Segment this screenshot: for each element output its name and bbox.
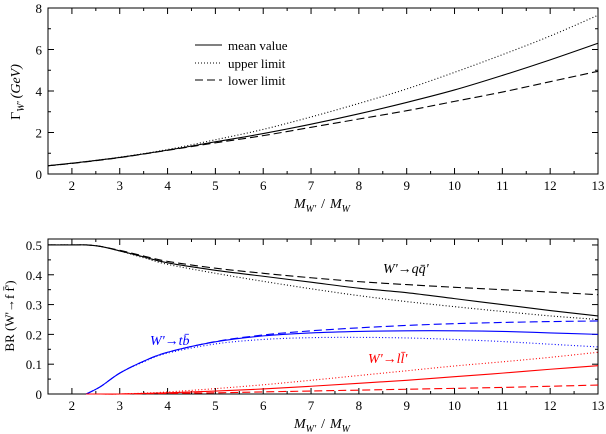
series-line-qq-lower <box>48 244 599 321</box>
x-tick-label: 10 <box>448 398 461 413</box>
top-ylabel-gamma: Γ <box>9 112 24 120</box>
x-tick-label: 7 <box>308 178 315 193</box>
x-tick-label: 5 <box>212 178 219 193</box>
y-tick-label: 0 <box>36 167 43 182</box>
series-line-lower-limit <box>47 70 599 167</box>
bottom-plot-frame <box>47 238 599 395</box>
bottom-ticks: 2 3 4 5 6 7 8 9 10 11 12 13 0 0.1 0.2 0.3 0.4 0.5 <box>26 238 605 413</box>
x-tick-label: 3 <box>116 398 123 413</box>
top-xlabel-m1: M <box>293 197 307 212</box>
top-ylabel-unit: (GeV) <box>9 64 24 99</box>
y-tick-label: 0.2 <box>26 327 42 342</box>
bottom-xlabel-m1: M <box>293 417 307 432</box>
x-tick-label: 10 <box>448 178 461 193</box>
series-line-qq-upper <box>48 244 599 296</box>
bottom-xlabel-sub1: W' <box>306 424 317 434</box>
x-tick-label: 11 <box>496 178 509 193</box>
x-tick-label: 13 <box>592 178 605 193</box>
x-tick-label: 2 <box>69 398 76 413</box>
series-line-ll-lower <box>86 384 599 395</box>
bottom-xlabel-sub2: W <box>342 424 352 434</box>
series-line-tb-lower <box>86 336 599 395</box>
top-xlabel-sub2: W <box>342 204 352 215</box>
x-tick-label: 3 <box>116 178 123 193</box>
y-tick-label: 0 <box>36 387 43 402</box>
top-xlabel-m2: M <box>329 197 343 212</box>
y-tick-label: 4 <box>36 84 43 99</box>
x-tick-label: 6 <box>260 398 267 413</box>
y-tick-label: 6 <box>36 43 43 58</box>
x-tick-label: 8 <box>356 178 363 193</box>
x-tick-label: 5 <box>212 398 219 413</box>
top-ylabel-sub: W' <box>16 100 27 111</box>
x-tick-label: 12 <box>544 398 557 413</box>
top-xlabel: MW' / MW <box>293 197 352 215</box>
top-xlabel-sep: / <box>321 197 325 212</box>
top-ylabel: ΓW'(GeV) <box>9 64 27 120</box>
x-tick-label: 4 <box>164 398 171 413</box>
legend-lower-label: lower limit <box>228 73 286 88</box>
x-tick-label: 12 <box>544 178 557 193</box>
x-tick-label: 2 <box>69 178 76 193</box>
legend-mean-label: mean value <box>228 38 288 53</box>
y-tick-label: 2 <box>36 126 43 141</box>
top-legend: mean value upper limit lower limit <box>195 38 288 88</box>
annotation-tb: W'→tb̄ <box>150 333 190 349</box>
top-ticks: 2 3 4 5 6 7 8 9 10 11 12 13 0 2 4 6 8 <box>36 1 605 193</box>
y-tick-label: 0.5 <box>26 238 42 253</box>
top-xlabel-sub1: W' <box>306 204 317 215</box>
annotation-qq: W'→qq̄' <box>383 262 430 277</box>
top-plot-frame <box>47 7 599 175</box>
x-tick-label: 11 <box>496 398 509 413</box>
width-panel: 2 3 4 5 6 7 8 9 10 11 12 13 0 2 4 6 8 mean value upper l… <box>9 1 605 215</box>
series-line-upper-limit <box>47 14 599 167</box>
annotation-ll: W'→ll̄' <box>368 351 408 367</box>
y-tick-label: 0.1 <box>26 357 42 372</box>
top-series <box>47 14 599 167</box>
x-tick-label: 9 <box>403 178 410 193</box>
bottom-xlabel-m2: M <box>329 417 343 432</box>
series-line-mean-value <box>47 42 599 167</box>
y-tick-label: 0.3 <box>26 298 42 313</box>
bottom-series <box>48 244 599 395</box>
bottom-xlabel: MW' / MW <box>293 417 352 434</box>
series-line-ll-upper <box>86 351 599 395</box>
x-tick-label: 8 <box>356 398 363 413</box>
x-tick-label: 13 <box>592 398 605 413</box>
x-tick-label: 6 <box>260 178 267 193</box>
bottom-xlabel-sep: / <box>321 417 325 432</box>
legend-upper-label: upper limit <box>228 56 286 71</box>
bottom-ylabel: BR (W'→f f̄') <box>2 280 17 351</box>
br-panel: 2 3 4 5 6 7 8 9 10 11 12 13 0 0.1 0.2 0.3 0.4 0.5 W'→qq̄'… <box>2 238 605 434</box>
series-line-ll-mean <box>86 365 599 395</box>
x-tick-label: 7 <box>308 398 315 413</box>
x-tick-label: 4 <box>164 178 171 193</box>
y-tick-label: 8 <box>36 1 43 16</box>
series-line-qq-mean <box>48 244 599 317</box>
x-tick-label: 9 <box>403 398 410 413</box>
y-tick-label: 0.4 <box>26 268 43 283</box>
